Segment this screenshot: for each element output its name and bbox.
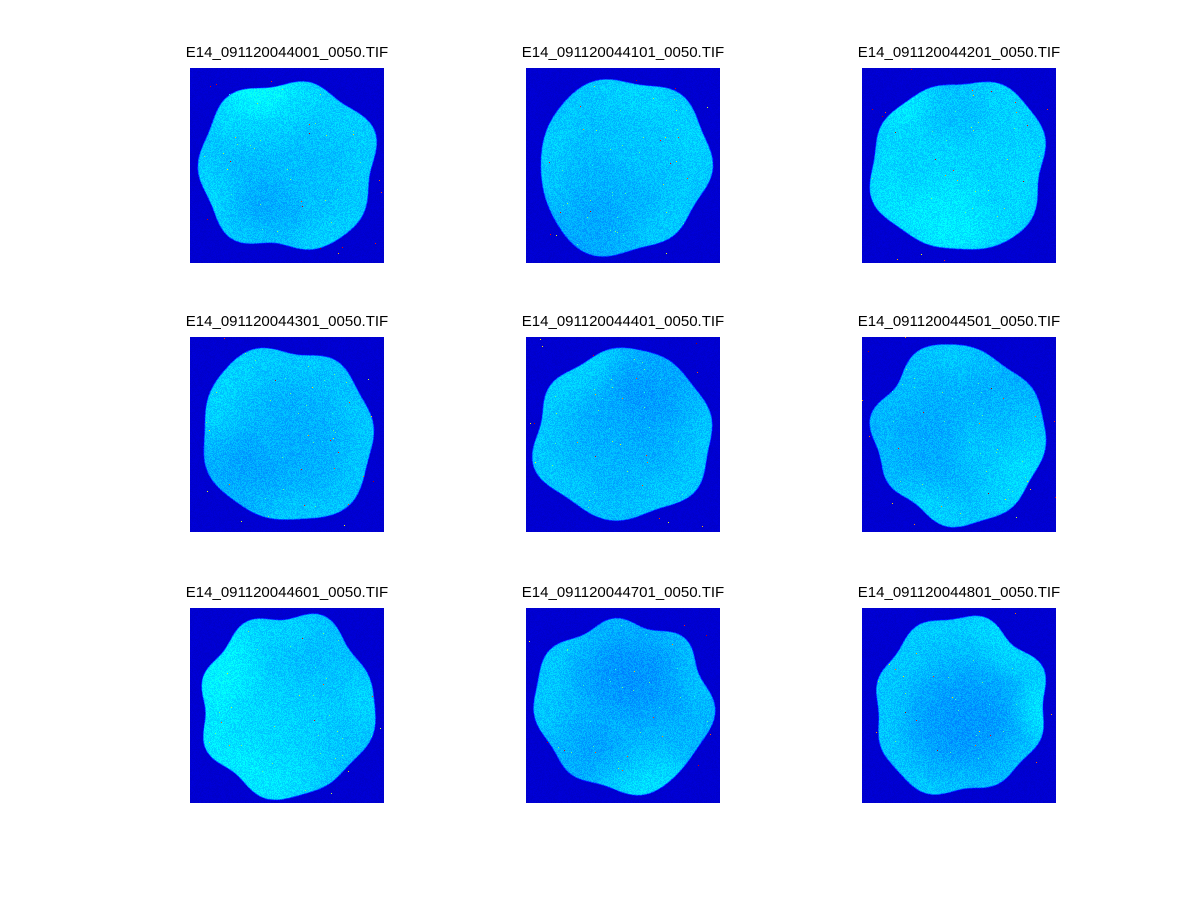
image-panel: E14_091120044501_0050.TIF <box>858 313 1060 532</box>
image-panel: E14_091120044701_0050.TIF <box>522 584 724 803</box>
image-panel-title: E14_091120044301_0050.TIF <box>185 313 389 330</box>
wafer-image <box>862 68 1056 263</box>
wafer-image <box>190 68 384 263</box>
wafer-image-canvas <box>862 608 1056 803</box>
wafer-image <box>526 68 720 263</box>
wafer-image <box>526 608 720 803</box>
image-panel: E14_091120044401_0050.TIF <box>522 313 724 532</box>
wafer-image-canvas <box>526 68 720 263</box>
image-panel-title: E14_091120044701_0050.TIF <box>521 584 725 601</box>
image-panel-title: E14_091120044601_0050.TIF <box>185 584 389 601</box>
image-panel-title: E14_091120044801_0050.TIF <box>857 584 1061 601</box>
image-panel: E14_091120044001_0050.TIF <box>186 44 388 263</box>
image-panel-title: E14_091120044201_0050.TIF <box>857 44 1061 61</box>
image-panel: E14_091120044201_0050.TIF <box>858 44 1060 263</box>
wafer-image <box>862 337 1056 532</box>
wafer-image <box>526 337 720 532</box>
image-panel-title: E14_091120044101_0050.TIF <box>521 44 725 61</box>
image-panel: E14_091120044801_0050.TIF <box>858 584 1060 803</box>
wafer-image-canvas <box>862 337 1056 532</box>
image-panel: E14_091120044301_0050.TIF <box>186 313 388 532</box>
wafer-image-canvas <box>862 68 1056 263</box>
image-panel-title: E14_091120044001_0050.TIF <box>185 44 389 61</box>
wafer-image-canvas <box>526 608 720 803</box>
wafer-image-canvas <box>190 337 384 532</box>
wafer-image-canvas <box>190 68 384 263</box>
wafer-image-canvas <box>190 608 384 803</box>
image-panel-title: E14_091120044501_0050.TIF <box>857 313 1061 330</box>
image-panel: E14_091120044601_0050.TIF <box>186 584 388 803</box>
wafer-image-canvas <box>526 337 720 532</box>
wafer-image <box>190 337 384 532</box>
image-panel-title: E14_091120044401_0050.TIF <box>521 313 725 330</box>
image-panel: E14_091120044101_0050.TIF <box>522 44 724 263</box>
wafer-image <box>190 608 384 803</box>
wafer-image <box>862 608 1056 803</box>
